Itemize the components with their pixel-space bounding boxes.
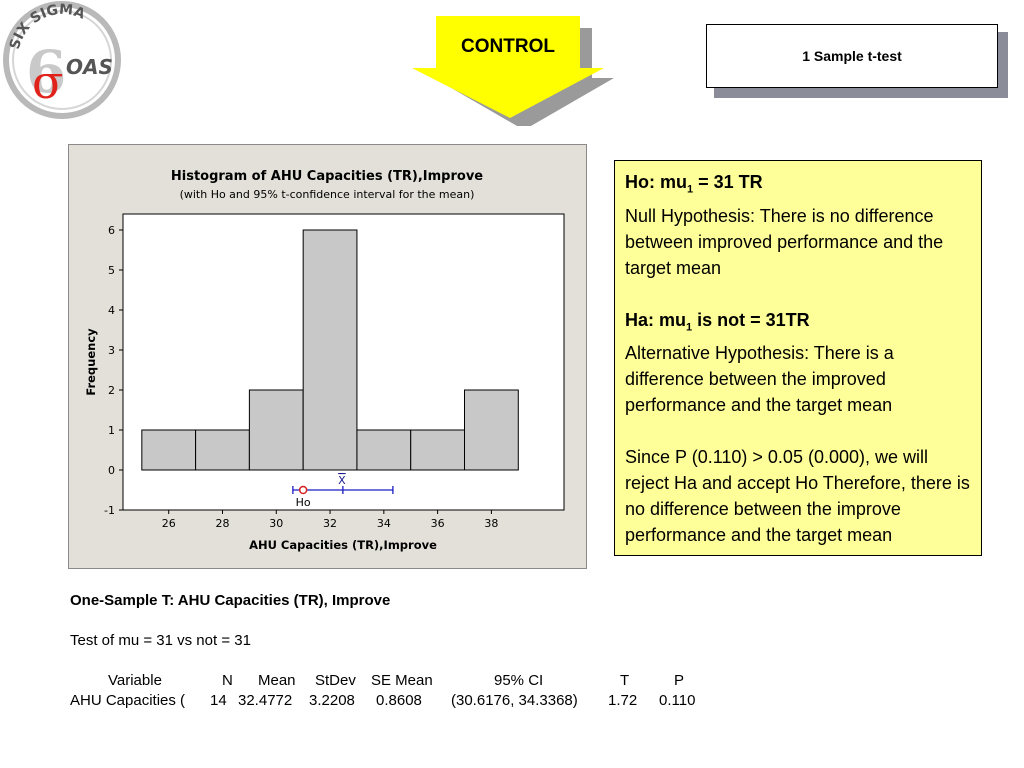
output-header-row: Variable N Mean StDev SE Mean 95% CI T P [70,672,770,692]
ho-marker [298,485,308,495]
col-variable: Variable [108,672,162,689]
y-tick-label: 5 [108,264,115,277]
x-tick-label: 32 [323,517,337,530]
alt-hypothesis-text: Alternative Hypothesis: There is a diffe… [625,343,894,416]
cell-t: 1.72 [608,692,638,709]
cell-ci: (30.6176, 34.3368) [451,692,578,709]
x-tick-label: 34 [377,517,391,530]
col-stdev: StDev [315,672,356,689]
cell-se-mean: 0.8608 [376,692,422,709]
histogram-bar [302,229,358,471]
cell-stdev: 3.2208 [309,692,355,709]
t-test-output: One-Sample T: AHU Capacities (TR), Impro… [70,592,770,712]
slide-title: 1 Sample t-test [706,24,998,88]
output-data-row: AHU Capacities ( 14 32.4772 3.2208 0.860… [70,692,770,712]
conclusion-text: Since P (0.110) > 0.05 (0.000), we will … [625,447,970,546]
output-heading: One-Sample T: AHU Capacities (TR), Impro… [70,592,391,609]
y-tick-label: 4 [108,304,115,317]
x-tick-label: 28 [215,517,229,530]
chart-title: Histogram of AHU Capacities (TR),Improve [171,169,483,184]
col-ci: 95% CI [494,672,544,689]
cell-p: 0.110 [659,692,696,709]
col-mean: Mean [258,672,296,689]
histogram-bar [195,429,250,471]
x-tick-label: 38 [484,517,498,530]
cell-n: 14 [210,692,227,709]
col-p: P [674,672,685,689]
control-label: CONTROL [461,36,555,57]
y-axis-label: Frequency [84,328,98,396]
hypothesis-box: Ho: mu1 = 31 TR Null Hypothesis: There i… [614,160,982,556]
six-sigma-logo: SIX SIGMA 6 σ OAS [0,0,124,120]
histogram-bar [248,389,304,471]
col-n: N [222,672,233,689]
col-t: T [620,672,630,689]
null-hypothesis-heading: Ho: mu1 = 31 TR [625,172,763,196]
alt-hypothesis-heading: Ha: mu1 is not = 31TR [625,309,810,334]
null-hypothesis-text: Null Hypothesis: There is no difference … [625,205,944,278]
y-tick-label: 3 [108,344,115,357]
chart-subtitle: (with Ho and 95% t-confidence interval f… [180,188,475,201]
y-tick-label: 0 [108,464,115,477]
y-tick-label: 2 [108,384,115,397]
cell-mean: 32.4772 [238,692,293,709]
control-arrow [408,14,618,130]
y-tick-label: -1 [104,504,115,517]
histogram-panel: Histogram of AHU Capacities (TR),Improve… [68,144,587,569]
ho-label: Ho [296,496,311,509]
sigma-symbol: σ [32,55,63,109]
mean-label: X [338,474,346,487]
y-tick-label: 1 [108,424,115,437]
svg-text:6: 6 [26,38,66,106]
x-tick-label: 26 [162,517,176,530]
histogram-bar [141,429,197,471]
x-tick-label: 36 [431,517,445,530]
histogram-bar [464,389,519,471]
logo-brand: OAS [66,55,113,79]
histogram-bar [356,429,412,471]
output-test-line: Test of mu = 31 vs not = 31 [70,632,251,649]
x-axis-label: AHU Capacities (TR),Improve [249,538,437,552]
histogram-bar [410,429,466,471]
y-tick-label: 6 [108,224,115,237]
col-se-mean: SE Mean [371,672,433,689]
cell-variable: AHU Capacities ( [70,692,186,709]
histogram-chart: Histogram of AHU Capacities (TR),Improve… [84,169,565,552]
x-tick-label: 30 [269,517,283,530]
